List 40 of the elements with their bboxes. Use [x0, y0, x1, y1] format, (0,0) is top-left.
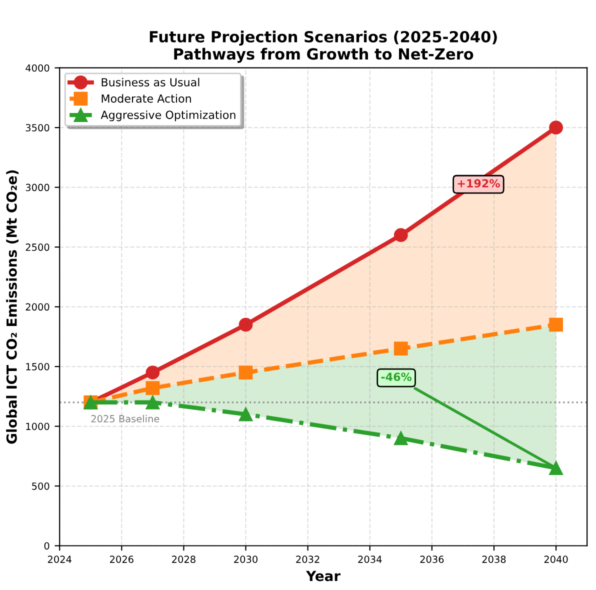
x-tick-label: 2032: [296, 556, 320, 563]
point: [549, 120, 563, 135]
annotation: -46%: [381, 372, 412, 382]
y-tick-label: 2500: [26, 244, 50, 251]
point: [146, 366, 160, 380]
point: [394, 228, 408, 242]
x-tick-label: 2028: [172, 556, 196, 563]
x-tick-label: 2026: [110, 556, 134, 563]
legend-label: Moderate Action: [102, 94, 191, 103]
ref-line-label: 2025 Baseline: [91, 414, 160, 422]
y-tick-label: 2000: [26, 303, 50, 311]
y-axis-title: Global ICT CO₂ Emissions (Mt CO₂e): [6, 170, 19, 444]
chart-subtitle: Pathways from Growth to Net-Zero: [174, 48, 474, 63]
y-tick-label: 3000: [26, 184, 50, 192]
point: [146, 395, 160, 410]
point: [238, 318, 253, 332]
legend-label: Aggressive Optimization: [100, 110, 236, 122]
y-tick-label: 500: [32, 482, 50, 490]
point: [238, 407, 253, 422]
x-tick-label: 2038: [482, 556, 506, 563]
point: [549, 318, 563, 332]
point: [394, 342, 408, 356]
point: [549, 461, 563, 476]
y-tick-label: 1500: [26, 363, 50, 370]
legend-label: Business as Usual: [102, 78, 200, 86]
y-tick-label: 4000: [26, 64, 50, 72]
x-tick-label: 2034: [358, 556, 382, 563]
x-axis-title: Year: [306, 570, 341, 582]
x-tick-label: 2030: [234, 556, 258, 563]
point: [394, 431, 408, 446]
point: [238, 366, 253, 380]
annotation: +192%: [458, 179, 500, 188]
point: [146, 381, 160, 395]
chart-title: Future Projection Scenarios (2025-2040): [150, 30, 497, 46]
y-tick-label: 1000: [26, 422, 50, 430]
x-tick-label: 2036: [420, 556, 444, 563]
x-tick-label: 2024: [48, 556, 72, 563]
x-tick-label: 2040: [544, 556, 568, 563]
y-tick-label: 0: [44, 542, 50, 550]
y-tick-label: 3500: [26, 124, 50, 132]
